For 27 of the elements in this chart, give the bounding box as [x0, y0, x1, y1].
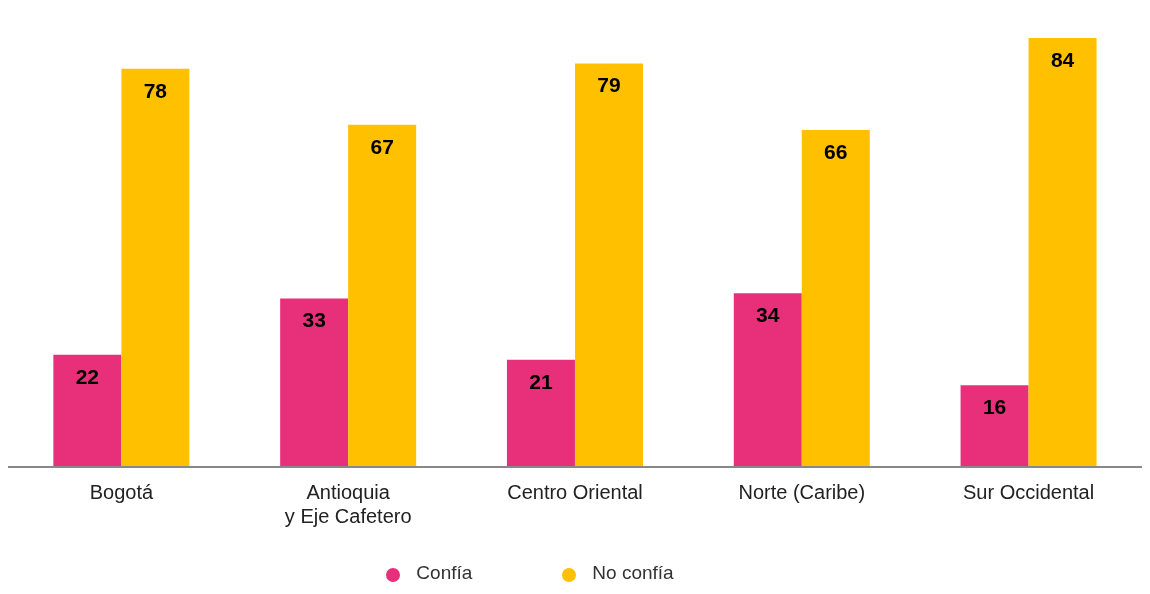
bar: [733, 293, 802, 467]
x-tick-label: Bogotá: [89, 481, 154, 503]
bar: [280, 298, 349, 467]
bar: [801, 129, 870, 467]
x-tick-label: Norte (Caribe): [738, 481, 866, 503]
bar: [1028, 38, 1097, 467]
bar: [506, 359, 575, 467]
x-tick-label: Antioquia y Eje Cafetero: [284, 481, 412, 527]
x-tick-label: Centro Oriental: [507, 481, 643, 503]
bar: [121, 68, 190, 467]
data-label: 79: [597, 73, 621, 97]
data-label: 66: [824, 139, 848, 163]
data-label: 78: [143, 78, 168, 102]
bar: [53, 354, 122, 467]
legend-label: No confía: [592, 562, 674, 583]
data-label: 34: [756, 303, 780, 327]
data-label: 84: [1050, 47, 1075, 71]
data-label: 67: [370, 134, 394, 158]
bar: [574, 63, 643, 467]
bar: [960, 385, 1029, 467]
x-tick-label: Sur Occidental: [963, 481, 1095, 503]
data-label: 21: [529, 369, 553, 393]
legend-label: Confía: [416, 562, 473, 583]
data-label: 16: [982, 395, 1007, 419]
data-label: 33: [302, 308, 326, 332]
bar: [348, 124, 417, 467]
data-label: 22: [75, 364, 100, 388]
